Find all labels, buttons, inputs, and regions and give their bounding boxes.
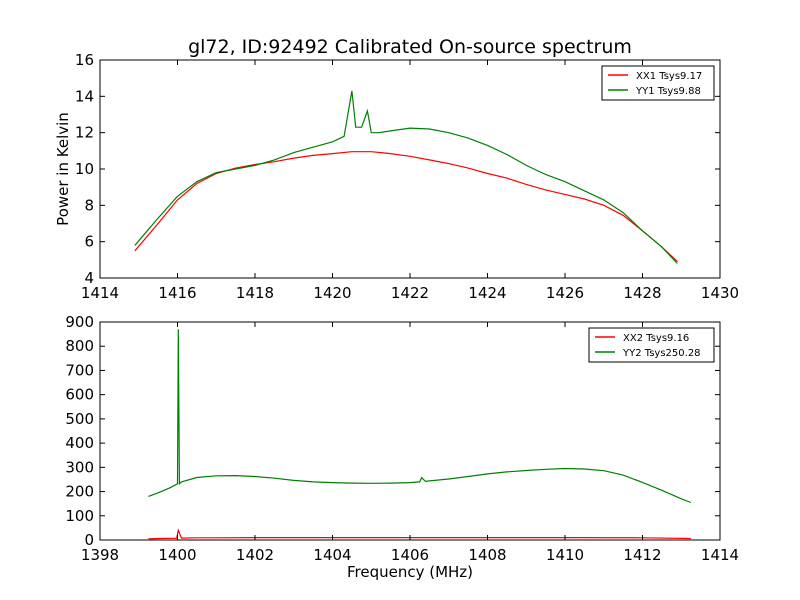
series-line-2 <box>148 329 692 504</box>
x-tick-label: 1408 <box>468 546 506 564</box>
x-tick-label: 1406 <box>391 546 429 564</box>
x-tick-label: 1418 <box>236 284 274 302</box>
x-tick-label: 1402 <box>236 546 274 564</box>
x-tick-label: 1414 <box>701 546 739 564</box>
series-line-1 <box>148 528 691 540</box>
legend-entry: XX1 Tsys9.17 <box>636 71 702 82</box>
series-line-2 <box>134 90 678 264</box>
y-tick-label: 10 <box>75 160 94 178</box>
x-tick-label: 1404 <box>313 546 351 564</box>
y-tick-label: 500 <box>65 410 94 428</box>
top-panel: 1414 1416 1418 1420 1422 1424 1426 1428 14304681… <box>54 51 739 302</box>
x-tick-label: 1400 <box>158 546 196 564</box>
x-tick-label: 1426 <box>546 284 584 302</box>
y-tick-label: 300 <box>65 458 94 476</box>
x-tick-label: 1422 <box>391 284 429 302</box>
x-tick-label: 1414 <box>81 284 119 302</box>
x-tick-label: 1428 <box>623 284 661 302</box>
y-tick-label: 100 <box>65 507 94 525</box>
y-tick-label: 16 <box>75 51 94 69</box>
y-tick-label: 600 <box>65 386 94 404</box>
y-axis-label: Power in Kelvin <box>54 112 72 226</box>
x-tick-label: 1420 <box>313 284 351 302</box>
x-tick-label: 1412 <box>623 546 661 564</box>
chart-title: gl72, ID:92492 Calibrated On-source spec… <box>188 36 632 58</box>
legend-box <box>601 65 715 101</box>
legend-entry: YY2 Tsys250.28 <box>622 348 701 359</box>
x-tick-label: 1416 <box>158 284 196 302</box>
x-tick-label: 1398 <box>81 546 119 564</box>
x-axis-label: Frequency (MHz) <box>347 563 473 581</box>
legend-entry: XX2 Tsys9.16 <box>623 333 689 344</box>
y-tick-label: 700 <box>65 361 94 379</box>
legend-entry: YY1 Tsys9.88 <box>635 86 701 97</box>
y-tick-label: 400 <box>65 434 94 452</box>
y-tick-label: 800 <box>65 337 94 355</box>
y-tick-label: 4 <box>84 269 94 287</box>
y-tick-label: 8 <box>84 196 94 214</box>
bottom-panel: 1398 1400 1402 1404 1406 1408 1410 1412 1414 0 100… <box>65 313 739 581</box>
y-tick-label: 200 <box>65 483 94 501</box>
x-tick-label: 1410 <box>546 546 584 564</box>
y-tick-label: 6 <box>84 233 94 251</box>
y-tick-label: 900 <box>65 313 94 331</box>
x-tick-label: 1430 <box>701 284 739 302</box>
legend-box <box>588 327 715 363</box>
y-tick-label: 12 <box>75 124 94 142</box>
y-tick-label: 14 <box>75 87 94 105</box>
y-tick-label: 0 <box>84 531 94 549</box>
x-tick-label: 1424 <box>468 284 506 302</box>
